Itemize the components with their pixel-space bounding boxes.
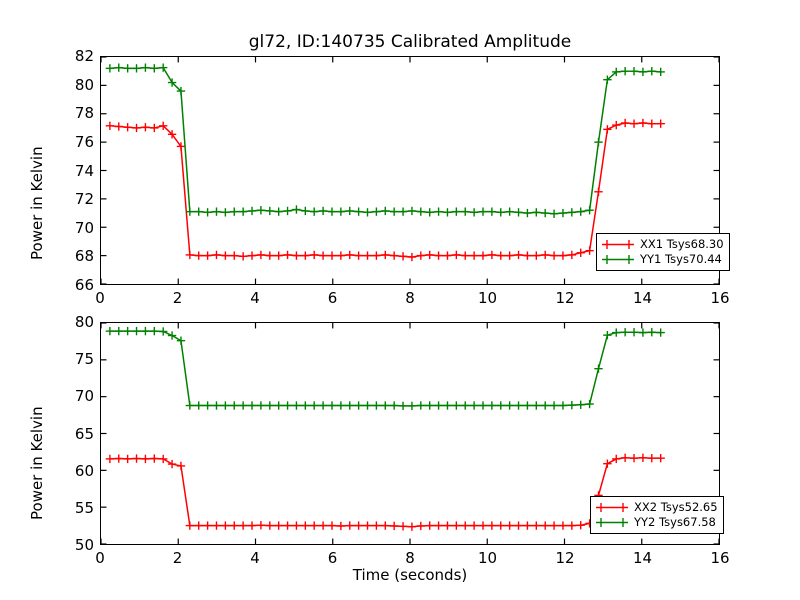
legend-label-xx1: XX1 Tsys68.30: [640, 237, 724, 251]
y-tick-label: 82: [74, 47, 94, 65]
x-tick-label: 12: [555, 549, 575, 567]
y-tick-label: 75: [74, 350, 94, 369]
y-tick-label: 70: [74, 387, 94, 406]
x-tick-label: 16: [710, 289, 730, 307]
top-plot-panel[interactable]: [100, 56, 720, 285]
x-tick-label: 10: [477, 289, 498, 307]
x-tick-label: 8: [405, 289, 415, 307]
page-title: gl72, ID:140735 Calibrated Amplitude: [248, 32, 572, 52]
y-tick-label: 74: [74, 161, 94, 180]
bottom-y-axis-label: Power in Kelvin: [28, 406, 46, 520]
y-tick-label: 76: [74, 132, 94, 151]
y-tick-label: 65: [74, 424, 94, 443]
legend-label-xx2: XX2 Tsys52.65: [634, 500, 718, 514]
x-tick-label: 14: [632, 289, 653, 307]
legend-label-yy1: YY1 Tsys70.44: [640, 252, 722, 266]
legend-item-yy1[interactable]: YY1 Tsys70.44: [601, 252, 724, 267]
x-tick-label: 16: [710, 549, 730, 567]
series-yy2: [105, 326, 665, 411]
top-plot-svg: [100, 56, 720, 285]
bottom-plot-svg: [100, 322, 720, 545]
legend-item-xx1[interactable]: XX1 Tsys68.30: [601, 237, 724, 252]
x-tick-label: 6: [327, 289, 338, 307]
series-xx1: [105, 118, 665, 262]
top-legend[interactable]: XX1 Tsys68.30 YY1 Tsys70.44: [596, 233, 730, 271]
legend-line-sample-xx1: [602, 240, 634, 249]
x-tick-label: 2: [172, 549, 183, 567]
y-tick-label: 70: [74, 218, 94, 237]
y-tick-label: 50: [74, 536, 94, 554]
x-tick-label: 4: [250, 549, 260, 567]
y-tick-label: 80: [74, 313, 94, 331]
x-tick-label: 8: [405, 549, 415, 567]
x-tick-label: 12: [555, 289, 575, 307]
x-tick-label: 0: [95, 549, 105, 567]
legend-label-yy2: YY2 Tsys67.58: [634, 515, 716, 529]
legend-item-yy2[interactable]: YY2 Tsys67.58: [595, 515, 718, 530]
legend-line-sample-yy2: [596, 518, 628, 527]
legend-line-sample-yy1: [602, 255, 634, 264]
y-tick-label: 55: [74, 498, 94, 517]
x-axis-label: Time (seconds): [352, 566, 468, 584]
y-tick-label: 78: [74, 104, 94, 123]
y-tick-label: 60: [74, 461, 94, 480]
x-tick-label: 14: [632, 549, 653, 567]
top-y-axis-label: Power in Kelvin: [28, 146, 46, 260]
x-tick-label: 10: [477, 549, 498, 567]
series-yy1: [105, 63, 665, 218]
x-tick-label: 2: [172, 289, 183, 307]
bottom-legend[interactable]: XX2 Tsys52.65 YY2 Tsys67.58: [590, 496, 724, 534]
x-tick-label: 6: [327, 549, 338, 567]
y-tick-label: 66: [74, 276, 94, 294]
series-xx2: [105, 453, 665, 531]
x-tick-label: 0: [95, 289, 105, 307]
legend-item-xx2[interactable]: XX2 Tsys52.65: [595, 500, 718, 515]
y-tick-label: 68: [74, 247, 94, 266]
x-tick-label: 4: [250, 289, 260, 307]
legend-line-sample-xx2: [596, 503, 628, 512]
y-tick-label: 72: [74, 190, 94, 209]
y-tick-label: 80: [74, 75, 94, 94]
